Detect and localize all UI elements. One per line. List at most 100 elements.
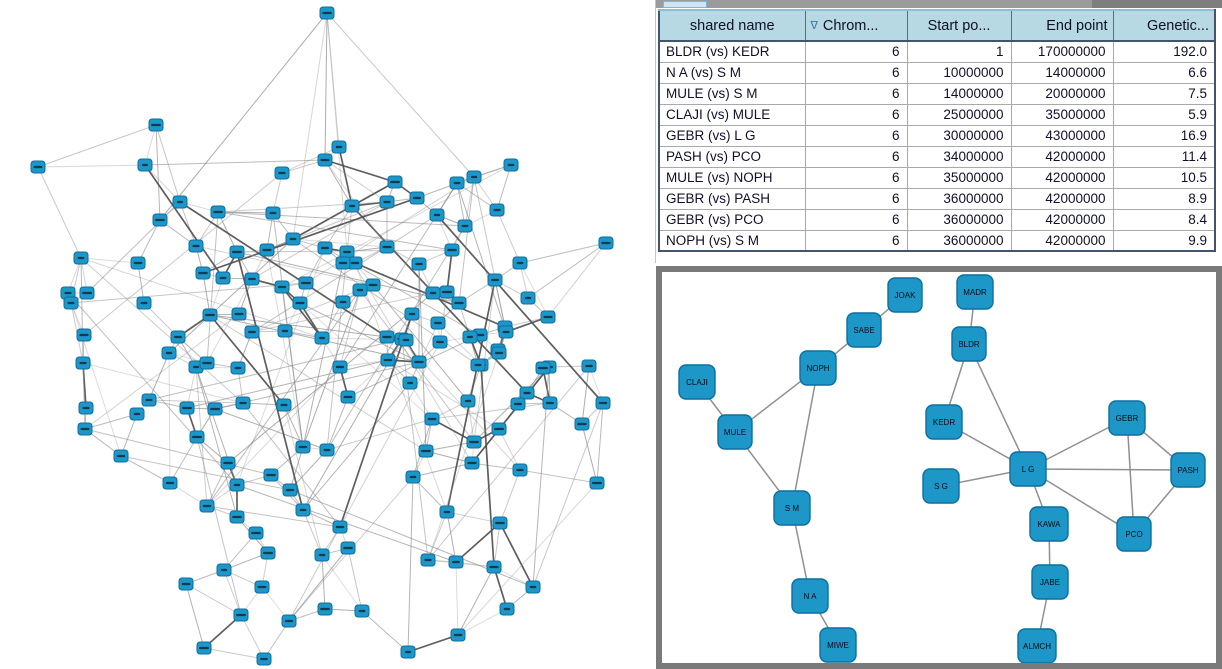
network-node[interactable] [230, 361, 246, 375]
table-tab[interactable] [663, 1, 707, 8]
network-node[interactable] [331, 140, 347, 154]
network-node[interactable] [141, 393, 157, 407]
table-row[interactable]: BLDR (vs) KEDR 6 1 170000000 192.0 [658, 40, 1216, 63]
network-node[interactable] [486, 560, 502, 574]
column-header-end_point[interactable]: End point [1010, 9, 1114, 42]
network-node[interactable] [448, 555, 464, 569]
network-node[interactable] [470, 358, 486, 372]
network-node[interactable] [420, 553, 436, 567]
network-node[interactable] [464, 456, 480, 470]
network-node[interactable] [265, 206, 281, 220]
network-node[interactable] [339, 245, 355, 259]
network-node[interactable] [400, 645, 416, 659]
network-node[interactable] [220, 456, 236, 470]
network-node[interactable] [352, 283, 368, 297]
network-node-jabe[interactable]: JABE [1031, 564, 1069, 600]
network-node[interactable] [231, 307, 247, 321]
network-node[interactable] [460, 394, 476, 408]
network-node[interactable] [172, 195, 188, 209]
column-header-chromosome[interactable]: ∇ Chrom... [804, 9, 908, 42]
network-node[interactable] [317, 241, 333, 255]
network-node[interactable] [379, 240, 395, 254]
table-panel-scroll-strip[interactable] [1092, 0, 1222, 8]
network-node[interactable] [233, 608, 249, 622]
network-node[interactable] [317, 602, 333, 616]
network-node[interactable] [79, 286, 95, 300]
network-node[interactable] [379, 330, 395, 344]
table-row[interactable]: CLAJI (vs) MULE 6 25000000 35000000 5.9 [658, 103, 1216, 126]
network-node[interactable] [136, 296, 152, 310]
network-node[interactable] [199, 356, 215, 370]
network-node-noph[interactable]: NOPH [799, 350, 837, 386]
network-node[interactable] [512, 256, 528, 270]
network-node-claji[interactable]: CLAJI [678, 364, 716, 400]
network-node[interactable] [542, 396, 558, 410]
network-node[interactable] [335, 295, 351, 309]
network-node[interactable] [487, 273, 503, 287]
network-node[interactable] [77, 422, 93, 436]
network-node[interactable] [398, 333, 414, 347]
network-node[interactable] [404, 307, 420, 321]
filter-icon[interactable]: ∇ [810, 19, 818, 32]
network-node[interactable] [449, 176, 465, 190]
network-node[interactable] [254, 580, 270, 594]
network-node[interactable] [129, 407, 145, 421]
network-node[interactable] [263, 468, 279, 482]
selected-subnetwork-canvas[interactable]: JOAK MADR SABE NOPH BLDR CLAJI MULE KEDR GEBR L G… [662, 272, 1216, 663]
table-row[interactable]: NOPH (vs) S M 6 36000000 42000000 9.9 [658, 229, 1216, 252]
network-node[interactable] [489, 203, 505, 217]
network-node[interactable] [365, 278, 381, 292]
network-node[interactable] [462, 330, 478, 344]
network-node[interactable] [277, 324, 293, 338]
network-node[interactable] [161, 346, 177, 360]
network-node[interactable] [298, 276, 314, 290]
network-node[interactable] [574, 417, 590, 431]
table-row[interactable]: PASH (vs) PCO 6 34000000 42000000 11.4 [658, 145, 1216, 168]
network-node[interactable] [424, 412, 440, 426]
network-node[interactable] [444, 243, 460, 257]
network-node[interactable] [274, 280, 290, 294]
network-node[interactable] [148, 118, 164, 132]
network-node-sg[interactable]: S G [922, 468, 960, 504]
table-row[interactable]: MULE (vs) S M 6 14000000 20000000 7.5 [658, 82, 1216, 105]
network-node[interactable] [295, 440, 311, 454]
network-node[interactable] [598, 236, 614, 250]
network-node[interactable] [244, 272, 260, 286]
network-node[interactable] [451, 296, 467, 310]
network-node[interactable] [581, 359, 597, 373]
network-node[interactable] [75, 356, 91, 370]
network-node[interactable] [274, 166, 290, 180]
network-node[interactable] [589, 476, 605, 490]
network-node[interactable] [113, 449, 129, 463]
network-node[interactable] [281, 614, 297, 628]
network-node[interactable] [76, 328, 92, 342]
table-row[interactable]: GEBR (vs) PCO 6 36000000 42000000 8.4 [658, 208, 1216, 231]
network-node[interactable] [63, 296, 79, 310]
network-node[interactable] [215, 271, 231, 285]
table-row[interactable]: N A (vs) S M 6 10000000 14000000 6.6 [658, 61, 1216, 84]
network-node[interactable] [491, 422, 507, 436]
network-node[interactable] [498, 325, 514, 339]
network-node[interactable] [344, 199, 360, 213]
network-node[interactable] [354, 604, 370, 618]
network-node[interactable] [199, 499, 215, 513]
network-node[interactable] [259, 243, 275, 257]
network-node[interactable] [510, 397, 526, 411]
network-node[interactable] [332, 520, 348, 534]
network-node-miwe[interactable]: MIWE [819, 627, 857, 663]
network-node[interactable] [319, 443, 335, 457]
network-node-pash[interactable]: PASH [1170, 452, 1206, 488]
network-node[interactable] [78, 401, 94, 415]
network-node[interactable] [317, 153, 333, 167]
network-node[interactable] [260, 546, 276, 560]
network-node[interactable] [409, 191, 425, 205]
table-row[interactable]: MULE (vs) NOPH 6 35000000 42000000 10.5 [658, 166, 1216, 189]
network-node[interactable] [195, 266, 211, 280]
network-node-sm[interactable]: S M [773, 490, 811, 526]
network-node[interactable] [178, 577, 194, 591]
network-node[interactable] [439, 505, 455, 519]
column-header-genetic_distance[interactable]: Genetic... [1112, 9, 1216, 42]
network-node[interactable] [429, 208, 445, 222]
network-node[interactable] [256, 652, 272, 666]
network-node[interactable] [30, 160, 46, 174]
